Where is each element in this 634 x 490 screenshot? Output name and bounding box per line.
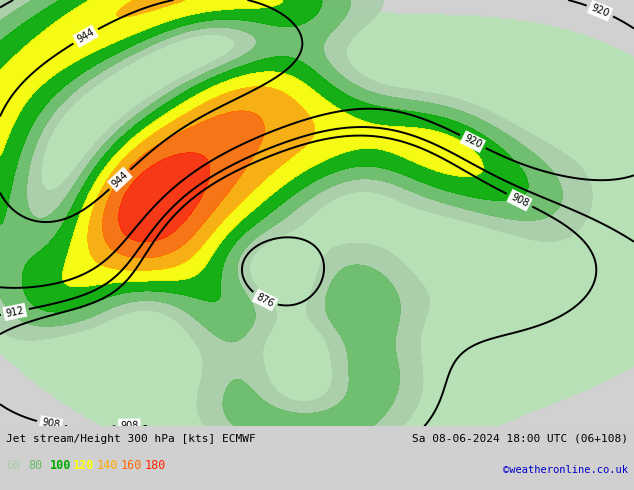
Text: 80: 80	[29, 459, 42, 472]
Text: 160: 160	[120, 459, 142, 472]
Text: 908: 908	[41, 417, 61, 431]
Text: ©weatheronline.co.uk: ©weatheronline.co.uk	[503, 466, 628, 475]
Text: 876: 876	[254, 292, 276, 309]
Text: 944: 944	[110, 170, 130, 189]
Text: 908: 908	[509, 192, 530, 209]
Text: 908: 908	[120, 420, 139, 431]
Text: 920: 920	[590, 2, 611, 19]
Text: 60: 60	[6, 459, 20, 472]
Text: 140: 140	[96, 459, 118, 472]
Text: 944: 944	[75, 27, 96, 45]
Text: Sa 08-06-2024 18:00 UTC (06+108): Sa 08-06-2024 18:00 UTC (06+108)	[411, 434, 628, 443]
Text: 120: 120	[73, 459, 94, 472]
Text: 912: 912	[5, 305, 25, 318]
Text: 180: 180	[145, 459, 166, 472]
Text: 920: 920	[462, 133, 483, 150]
Text: Jet stream/Height 300 hPa [kts] ECMWF: Jet stream/Height 300 hPa [kts] ECMWF	[6, 434, 256, 443]
Text: 100: 100	[49, 459, 71, 472]
